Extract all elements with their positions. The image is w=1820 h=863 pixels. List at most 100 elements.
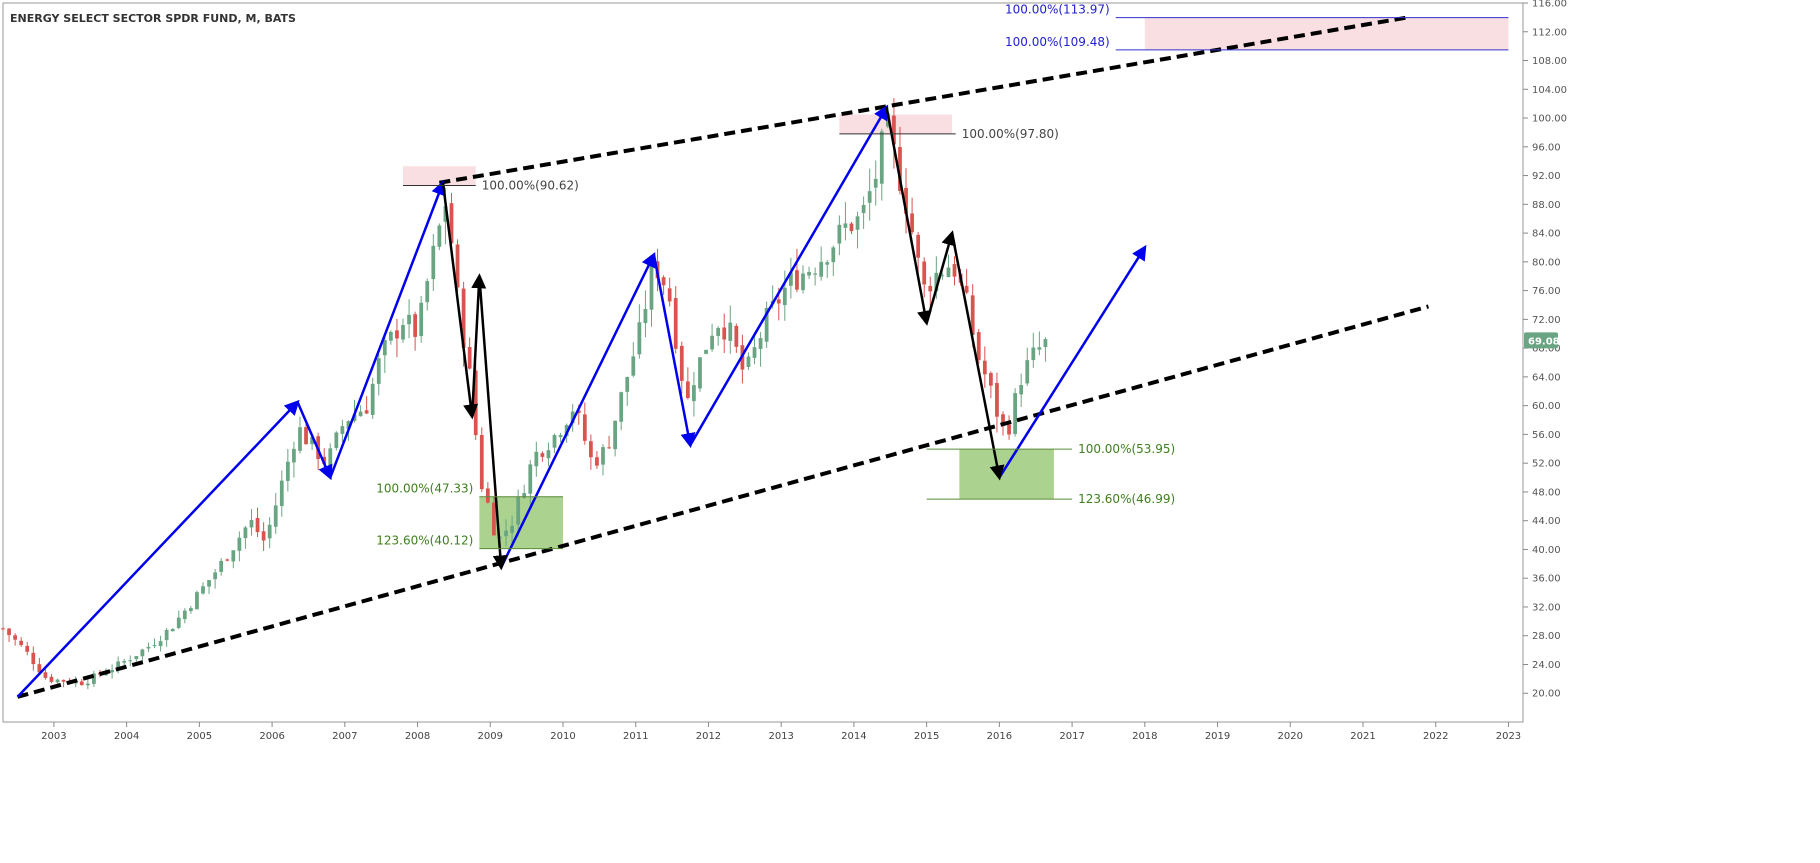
candle-body-37[interactable] xyxy=(225,559,230,561)
candle-body-3[interactable] xyxy=(19,640,24,646)
candle-body-130[interactable] xyxy=(789,272,793,286)
candle-body-172[interactable] xyxy=(1043,339,1048,347)
candle-body-15[interactable] xyxy=(92,673,96,684)
candle-body-102[interactable] xyxy=(619,392,624,422)
price-axis[interactable]: 116.00 112.00 108.00 104.00 100.00 96.00 92.00… xyxy=(1523,0,1567,700)
candle-body-72[interactable] xyxy=(437,225,442,247)
candle-body-99[interactable] xyxy=(601,447,605,465)
candle-body-55[interactable] xyxy=(334,432,339,448)
wave-blue-1-leg-1[interactable] xyxy=(652,254,696,449)
candle-body-163[interactable] xyxy=(989,373,993,386)
candle-body-66[interactable] xyxy=(401,325,405,340)
wave-blue-2-leg-0[interactable] xyxy=(998,244,1147,479)
wave-blue-0-leg-0[interactable] xyxy=(16,399,300,698)
candle-body-97[interactable] xyxy=(589,441,593,458)
candle-body-88[interactable] xyxy=(534,451,539,467)
candle-body-6[interactable] xyxy=(37,664,42,673)
candle-body-109[interactable] xyxy=(661,277,666,286)
candle-body-115[interactable] xyxy=(698,357,702,389)
candle-body-67[interactable] xyxy=(407,314,411,325)
candle-body-113[interactable] xyxy=(685,381,690,398)
candle-body-84[interactable] xyxy=(510,525,514,533)
candle-body-106[interactable] xyxy=(643,308,648,324)
candle-body-65[interactable] xyxy=(395,330,399,339)
candle-body-42[interactable] xyxy=(255,517,260,533)
candle-body-69[interactable] xyxy=(419,302,424,337)
candle-body-10[interactable] xyxy=(61,679,66,682)
candle-body-128[interactable] xyxy=(776,299,781,304)
candle-body-95[interactable] xyxy=(576,410,581,414)
wave-black-1-leg-1[interactable] xyxy=(925,230,957,324)
candle-body-143[interactable] xyxy=(867,191,872,203)
candle-body-149[interactable] xyxy=(904,187,908,214)
candle-body-32[interactable] xyxy=(195,592,199,610)
candle-body-150[interactable] xyxy=(910,213,914,233)
candle-body-20[interactable] xyxy=(122,661,127,663)
candle-body-50[interactable] xyxy=(304,427,308,445)
candle-body-49[interactable] xyxy=(298,427,302,451)
candle-body-53[interactable] xyxy=(322,456,327,464)
candle-body-154[interactable] xyxy=(934,272,939,292)
candle-body-33[interactable] xyxy=(201,586,205,594)
candle-body-170[interactable] xyxy=(1031,347,1036,361)
wave-black-0-leg-0[interactable] xyxy=(441,182,479,420)
candle-body-132[interactable] xyxy=(801,273,805,291)
candle-body-56[interactable] xyxy=(340,426,345,434)
candle-body-75[interactable] xyxy=(455,244,460,288)
candle-body-41[interactable] xyxy=(249,519,254,528)
candle-body-4[interactable] xyxy=(25,645,30,652)
channel-trendline-1[interactable] xyxy=(439,15,1407,185)
candle-body-152[interactable] xyxy=(922,261,927,285)
candle-body-94[interactable] xyxy=(570,411,575,424)
candle-body-107[interactable] xyxy=(649,263,654,310)
candle-body-25[interactable] xyxy=(152,645,157,647)
candle-body-76[interactable] xyxy=(461,288,466,348)
candle-body-145[interactable] xyxy=(879,131,884,184)
candle-body-98[interactable] xyxy=(595,457,599,466)
candle-body-83[interactable] xyxy=(504,530,508,537)
candle-body-165[interactable] xyxy=(1001,414,1005,424)
candle-body-77[interactable] xyxy=(467,347,472,369)
candle-body-118[interactable] xyxy=(716,327,721,336)
candle-body-103[interactable] xyxy=(625,376,630,392)
candle-body-89[interactable] xyxy=(540,453,545,457)
candle-body-70[interactable] xyxy=(425,281,430,303)
candle-body-160[interactable] xyxy=(970,295,975,335)
candle-body-120[interactable] xyxy=(728,322,733,341)
candle-body-139[interactable] xyxy=(843,223,848,228)
candle-body-57[interactable] xyxy=(346,421,351,429)
candle-body-78[interactable] xyxy=(473,370,478,436)
candle-body-140[interactable] xyxy=(849,223,854,232)
candle-body-2[interactable] xyxy=(13,635,17,640)
candle-body-51[interactable] xyxy=(310,437,314,445)
candle-body-87[interactable] xyxy=(528,464,533,494)
candle-body-68[interactable] xyxy=(413,314,417,337)
candle-body-30[interactable] xyxy=(182,610,187,620)
candle-body-45[interactable] xyxy=(273,505,278,527)
candle-body-31[interactable] xyxy=(189,608,193,612)
candle-body-166[interactable] xyxy=(1007,424,1011,435)
candle-body-112[interactable] xyxy=(679,345,684,381)
candle-body-13[interactable] xyxy=(79,681,84,686)
candle-body-9[interactable] xyxy=(55,679,60,683)
candle-body-101[interactable] xyxy=(613,420,617,450)
wave-blue-1-leg-2[interactable] xyxy=(689,104,889,446)
candle-body-8[interactable] xyxy=(49,676,54,682)
candle-body-137[interactable] xyxy=(831,247,836,263)
wave-black-0-leg-1[interactable] xyxy=(470,273,487,417)
candle-body-86[interactable] xyxy=(522,493,527,498)
candle-body-90[interactable] xyxy=(546,450,551,459)
candle-body-125[interactable] xyxy=(758,338,763,349)
channel-trendline-0[interactable] xyxy=(17,304,1429,699)
candle-body-18[interactable] xyxy=(110,669,114,673)
candle-body-24[interactable] xyxy=(146,646,151,649)
fib-layer[interactable]: 100.00%(113.97) 100.00%(109.48) 100.00%(97… xyxy=(376,3,1509,550)
waves-layer[interactable] xyxy=(16,104,1147,698)
wave-blue-1-leg-0[interactable] xyxy=(500,251,656,568)
candle-body-134[interactable] xyxy=(813,273,817,275)
candle-body-119[interactable] xyxy=(722,327,727,340)
candle-body-81[interactable] xyxy=(492,502,496,536)
candle-body-171[interactable] xyxy=(1037,347,1042,350)
candle-body-73[interactable] xyxy=(443,206,448,222)
